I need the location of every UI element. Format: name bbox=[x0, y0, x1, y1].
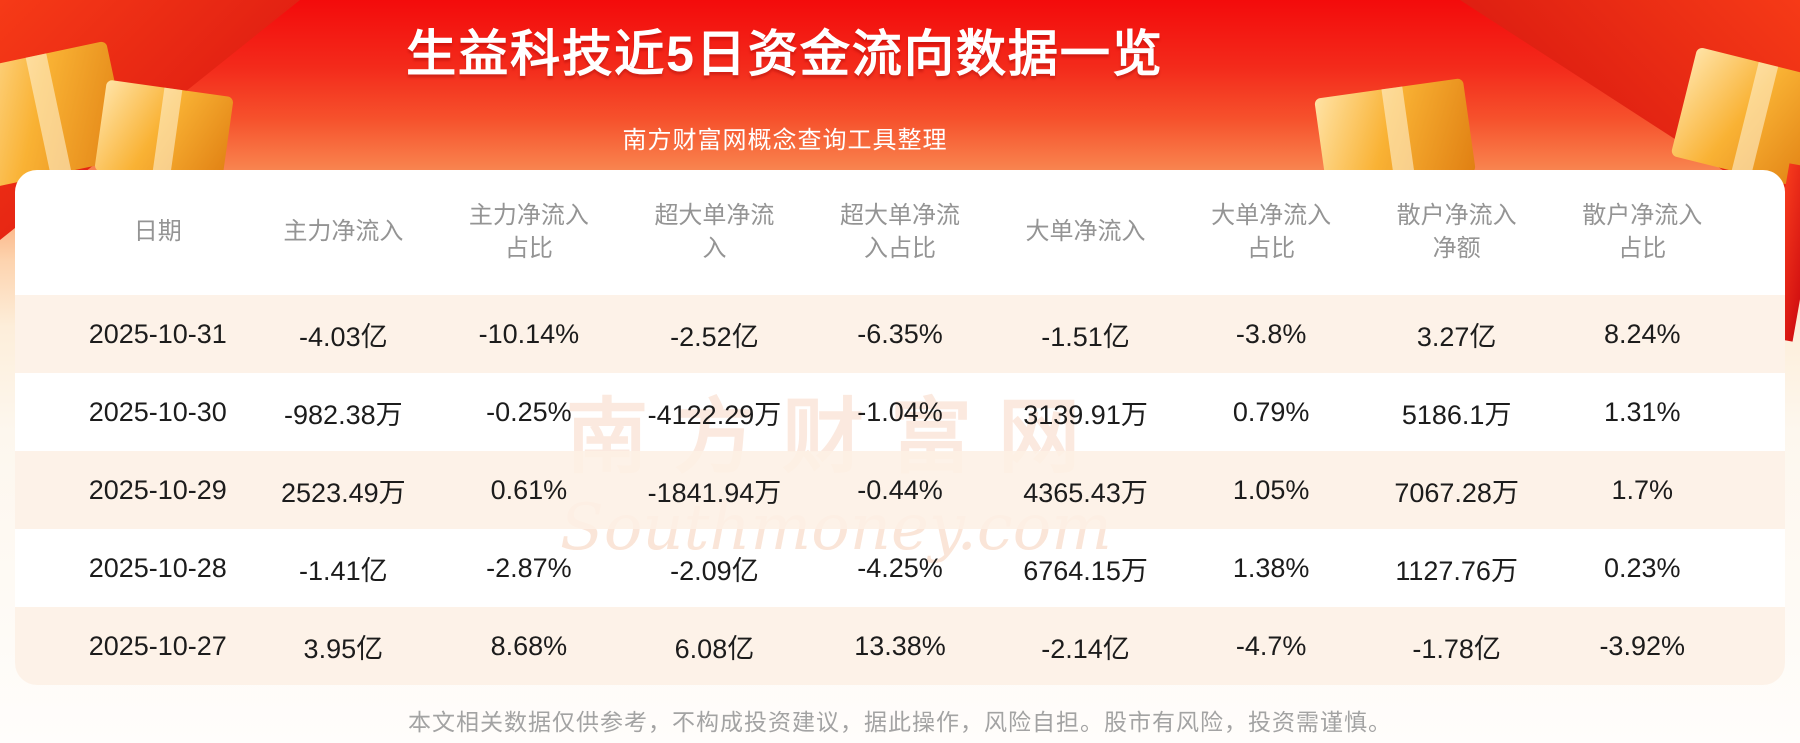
value-cell: -982.38万 bbox=[284, 399, 403, 430]
value-cell: 0.23% bbox=[1603, 552, 1681, 583]
column-header-label: 大单净流入占比 bbox=[1211, 202, 1332, 262]
date-cell: 2025-10-30 bbox=[88, 396, 227, 427]
value-cell: -3.8% bbox=[1235, 318, 1307, 349]
table-header-row: 日期 主力净流入 主力净流入占比 超大单净流入 超大单净流入占比 大单净流入 大单净流入占比… bbox=[15, 170, 1785, 295]
value-cell: 0.61% bbox=[490, 474, 568, 505]
value-cell: 3139.91万 bbox=[1023, 399, 1148, 430]
column-header-label: 大单净流入 bbox=[1025, 218, 1146, 246]
value-cell: -2.14亿 bbox=[1041, 633, 1130, 664]
column-header: 散户净流入净额 bbox=[1364, 200, 1550, 265]
disclaimer-text: 本文相关数据仅供参考，不构成投资建议，据此操作，风险自担。股市有风险，投资需谨慎… bbox=[408, 709, 1392, 735]
column-header-label: 超大单净流入 bbox=[654, 202, 775, 262]
value-cell: -2.09亿 bbox=[670, 555, 759, 586]
value-cell: -4122.29万 bbox=[647, 399, 782, 430]
value-cell: -1841.94万 bbox=[647, 477, 782, 508]
value-cell: 1.38% bbox=[1232, 552, 1310, 583]
date-cell: 2025-10-28 bbox=[88, 552, 227, 583]
table-body: 2025-10-31 -4.03亿 -10.14% -2.52亿 -6.35% -1.51… bbox=[15, 295, 1785, 685]
table-row: 2025-10-27 3.95亿 8.68% 6.08亿 13.38% -2.14亿 -4.… bbox=[15, 607, 1785, 685]
column-header: 主力净流入占比 bbox=[436, 200, 622, 265]
column-header-label: 主力净流入 bbox=[283, 218, 404, 246]
value-cell: 1127.76万 bbox=[1395, 555, 1518, 586]
value-cell: 5186.1万 bbox=[1401, 399, 1512, 430]
column-header: 散户净流入占比 bbox=[1549, 200, 1735, 265]
value-cell: 0.79% bbox=[1232, 396, 1310, 427]
table-row: 2025-10-29 2523.49万 0.61% -1841.94万 -0.44% 43… bbox=[15, 451, 1785, 529]
column-header: 主力净流入 bbox=[251, 216, 437, 248]
column-header-label: 超大单净流入占比 bbox=[839, 202, 960, 262]
table-row: 2025-10-31 -4.03亿 -10.14% -2.52亿 -6.35% -1.51… bbox=[15, 295, 1785, 373]
date-cell: 2025-10-31 bbox=[88, 318, 227, 349]
value-cell: 3.27亿 bbox=[1416, 321, 1497, 352]
value-cell: 3.95亿 bbox=[303, 633, 384, 664]
value-cell: 4365.43万 bbox=[1023, 477, 1148, 508]
value-cell: -1.41亿 bbox=[299, 555, 388, 586]
value-cell: -4.7% bbox=[1235, 630, 1307, 661]
column-header: 超大单净流入 bbox=[622, 200, 808, 265]
column-header-label: 散户净流入占比 bbox=[1582, 202, 1703, 262]
value-cell: 8.68% bbox=[490, 630, 568, 661]
column-header: 大单净流入 bbox=[993, 216, 1179, 248]
column-header-label: 散户净流入净额 bbox=[1396, 202, 1517, 262]
page-subtitle: 南方财富网概念查询工具整理 bbox=[622, 126, 948, 154]
value-cell: -6.35% bbox=[857, 318, 943, 349]
value-cell: -1.51亿 bbox=[1041, 321, 1130, 352]
column-header: 大单净流入占比 bbox=[1178, 200, 1364, 265]
column-header: 日期 bbox=[65, 216, 251, 248]
value-cell: 1.05% bbox=[1232, 474, 1310, 505]
value-cell: 1.7% bbox=[1611, 474, 1673, 505]
value-cell: -0.44% bbox=[857, 474, 943, 505]
value-cell: 6764.15万 bbox=[1023, 555, 1148, 586]
table-row: 2025-10-30 -982.38万 -0.25% -4122.29万 -1.04% 3… bbox=[15, 373, 1785, 451]
date-cell: 2025-10-29 bbox=[88, 474, 227, 505]
column-header-label: 主力净流入占比 bbox=[468, 202, 589, 262]
value-cell: -4.25% bbox=[857, 552, 943, 583]
value-cell: 6.08亿 bbox=[674, 633, 755, 664]
value-cell: -0.25% bbox=[486, 396, 572, 427]
value-cell: 13.38% bbox=[854, 630, 946, 661]
value-cell: -3.92% bbox=[1599, 630, 1685, 661]
value-cell: -10.14% bbox=[478, 318, 580, 349]
page-header: 生益科技近5日资金流向数据一览 南方财富网概念查询工具整理 bbox=[0, 0, 1570, 155]
date-cell: 2025-10-27 bbox=[88, 630, 227, 661]
value-cell: -1.04% bbox=[857, 396, 943, 427]
value-cell: 2523.49万 bbox=[281, 477, 406, 508]
page-title: 生益科技近5日资金流向数据一览 bbox=[406, 26, 1164, 82]
value-cell: 7067.28万 bbox=[1394, 477, 1519, 508]
table-row: 2025-10-28 -1.41亿 -2.87% -2.09亿 -4.25% 6764.1… bbox=[15, 529, 1785, 607]
value-cell: 8.24% bbox=[1603, 318, 1681, 349]
column-header: 超大单净流入占比 bbox=[807, 200, 993, 265]
value-cell: -2.52亿 bbox=[670, 321, 759, 352]
value-cell: 1.31% bbox=[1603, 396, 1681, 427]
value-cell: -1.78亿 bbox=[1412, 633, 1501, 664]
data-table-card: 南方财富网 Southmoney.com 日期主力净流入主力净流入占比超大单净流… bbox=[15, 170, 1785, 685]
column-header-label: 日期 bbox=[133, 218, 182, 246]
value-cell: -4.03亿 bbox=[299, 321, 388, 352]
value-cell: -2.87% bbox=[486, 552, 572, 583]
